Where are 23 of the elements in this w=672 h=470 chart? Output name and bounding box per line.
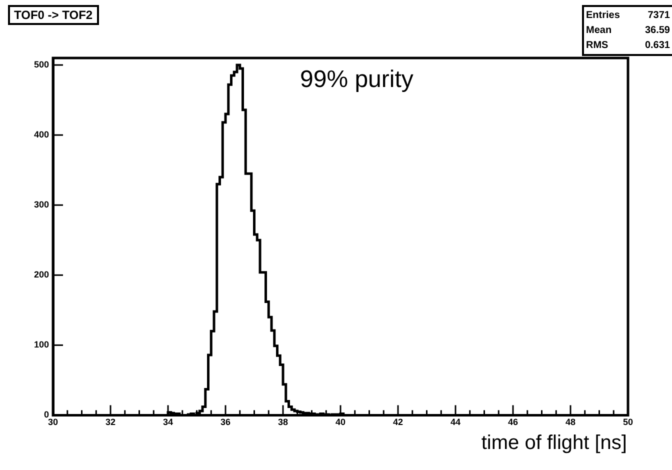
x-tick-label: 42: [393, 417, 404, 428]
x-tick-label: 44: [450, 417, 461, 428]
x-tick-label: 46: [508, 417, 518, 428]
x-tick-label: 34: [163, 417, 174, 428]
y-tick-label: 200: [34, 270, 50, 280]
y-tick-label: 500: [34, 59, 50, 70]
chart-title: TOF0 -> TOF2: [8, 5, 99, 25]
x-axis-title: time of flight [ns]: [481, 432, 627, 455]
text: Mean 36.59: [586, 25, 670, 36]
x-tick-label: 38: [278, 417, 288, 428]
text: Entries 7371: [586, 10, 670, 21]
y-tick-label: 300: [34, 200, 50, 210]
y-tick-label: 400: [34, 130, 50, 140]
y-tick-label: 100: [34, 340, 50, 350]
x-tick-label: 50: [622, 417, 634, 428]
x-tick-label: 48: [565, 417, 576, 428]
x-tick-label: 30: [48, 417, 58, 428]
y-tick-label: 0: [44, 410, 50, 420]
annotation: 99% purity: [300, 66, 414, 94]
x-tick-label: 36: [220, 417, 231, 428]
text: RMS 0.631: [586, 40, 670, 51]
x-tick-label: 40: [336, 417, 346, 428]
x-tick-label: 32: [106, 417, 116, 428]
